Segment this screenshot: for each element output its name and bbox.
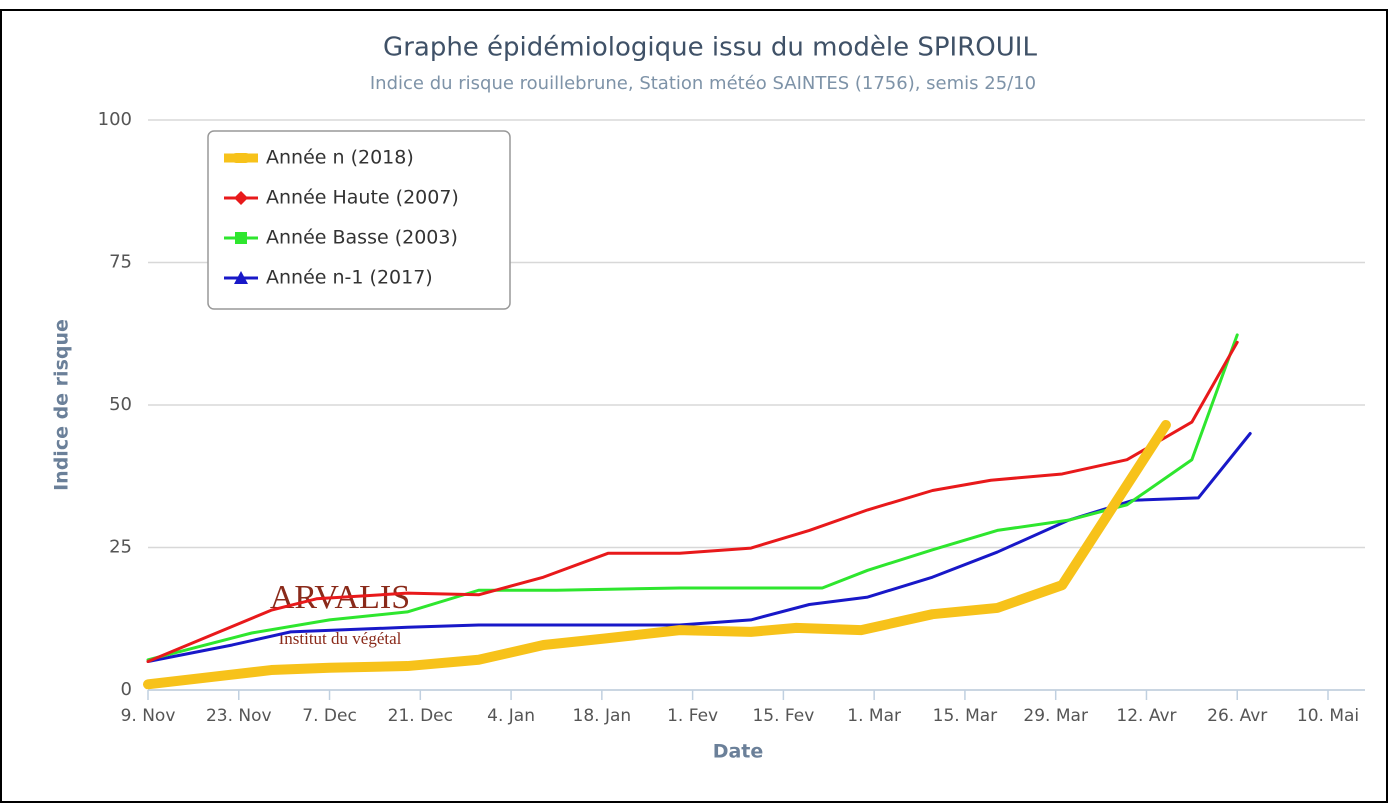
x-tick-label: 15. Mar [933,706,998,726]
x-tick-label: 4. Jan [487,706,535,726]
y-tick-label: 25 [109,537,132,558]
x-tick-label: 21. Dec [388,706,453,726]
y-tick-label: 75 [109,252,132,273]
x-axis-label: Date [713,741,764,763]
logo-tagline: Institut du végétal [279,629,402,648]
y-axis-label: Indice de risque [51,319,73,491]
legend-label: Année Haute (2007) [266,187,459,209]
legend-symbol [234,271,248,284]
x-tick-label: 1. Fev [667,706,718,726]
chart-subtitle: Indice du risque rouillebrune, Station m… [370,73,1036,94]
frame [0,9,1388,803]
x-tick-label: 12. Avr [1116,706,1176,726]
x-tick-label: 18. Jan [573,706,632,726]
y-tick-label: 100 [98,109,132,130]
legend-label: Année n-1 (2017) [266,267,433,289]
x-tick-label: 23. Nov [206,706,272,726]
legend-label: Année Basse (2003) [266,227,458,249]
x-tick-label: 9. Nov [121,706,176,726]
y-tick-label: 50 [109,394,132,415]
series-line [143,419,1171,690]
legend-symbol [235,232,247,244]
y-tick-label: 0 [121,679,132,700]
legend-symbol [231,153,251,163]
x-tick-label: 29. Mar [1023,706,1088,726]
x-tick-label: 26. Avr [1207,706,1267,726]
series-line [146,333,1239,662]
x-tick-label: 10. Mai [1297,706,1359,726]
legend-box [207,130,511,310]
x-tick-label: 15. Fev [752,706,814,726]
x-tick-label: 7. Dec [302,706,357,726]
legend-label: Année n (2018) [266,147,414,169]
chart-title: Graphe épidémiologique issu du modèle SP… [383,33,1037,63]
x-tick-label: 1. Mar [847,706,901,726]
series-line [146,340,1239,663]
legend-symbol [234,191,248,205]
